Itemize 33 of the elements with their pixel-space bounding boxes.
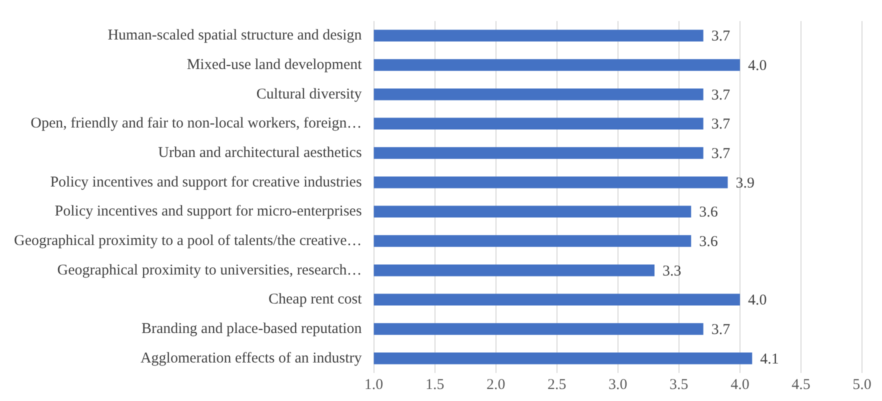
y-tick-label: Human-scaled spatial structure and design xyxy=(108,28,362,44)
y-tick-label: Branding and place-based reputation xyxy=(141,320,362,337)
data-label: 3.7 xyxy=(711,322,731,338)
x-tick-label: 5.0 xyxy=(852,376,872,393)
data-label: 4.0 xyxy=(748,292,767,309)
data-label: 3.7 xyxy=(711,87,731,104)
y-tick-label: Geographical proximity to universities, research… xyxy=(57,262,362,278)
data-label: 4.1 xyxy=(760,351,779,368)
y-tick-label: Cultural diversity xyxy=(256,86,362,102)
x-tick-label: 3.5 xyxy=(670,376,688,393)
y-tick-label: Policy incentives and support for micro-enterprises xyxy=(54,204,362,220)
data-label: 3.3 xyxy=(662,263,682,280)
data-label: 3.6 xyxy=(699,234,718,250)
y-tick-label: Urban and architectural aesthetics xyxy=(158,144,362,161)
data-label: 3.7 xyxy=(711,116,731,133)
data-label: 3.7 xyxy=(711,146,731,162)
y-tick-label: Geographical proximity to a pool of talents/the creative… xyxy=(14,232,362,249)
x-tick-label: 2.5 xyxy=(548,376,566,393)
x-tick-label: 1.5 xyxy=(425,376,444,393)
data-label: 3.7 xyxy=(711,28,731,45)
x-tick-label: 4.0 xyxy=(730,376,750,393)
y-tick-label: Policy incentives and support for creative industries xyxy=(50,174,362,190)
x-tick-label: 1.0 xyxy=(364,376,384,393)
data-label: 4.0 xyxy=(748,58,767,74)
y-tick-label: Mixed-use land development xyxy=(186,56,363,73)
data-label: 3.6 xyxy=(699,204,718,221)
x-tick-label: 2.0 xyxy=(486,376,506,393)
data-label: 3.9 xyxy=(736,175,754,192)
y-tick-label: Cheap rent cost xyxy=(268,292,363,308)
y-tick-label: Open, friendly and fair to non-local workers, foreign… xyxy=(30,116,362,132)
x-tick-label: 3.0 xyxy=(608,376,628,393)
x-tick-label: 4.5 xyxy=(792,376,810,393)
y-tick-label: Agglomeration effects of an industry xyxy=(140,350,362,366)
